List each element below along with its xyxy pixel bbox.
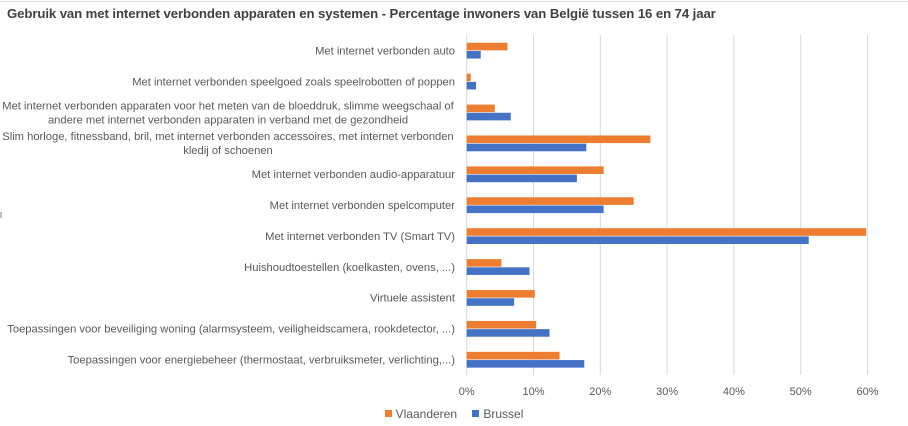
chart-top-border	[0, 1, 908, 2]
x-tick-label: 0%	[459, 386, 475, 398]
bar-vlaanderen[interactable]	[466, 166, 604, 174]
x-tick-label: 50%	[790, 386, 812, 398]
bar-vlaanderen[interactable]	[466, 197, 634, 205]
legend-swatch-brussel	[472, 410, 480, 417]
x-tick-label: 60%	[856, 386, 878, 398]
category-label: Met internet verbonden TV (Smart TV)	[265, 231, 455, 243]
category-label: Huishoudtoestellen (koelkasten, ovens, .…	[244, 262, 455, 274]
x-tick-label: 40%	[723, 386, 745, 398]
bar-vlaanderen[interactable]	[466, 104, 495, 113]
bar-vlaanderen[interactable]	[466, 351, 560, 360]
category-label: Met internet verbonden speelgoed zoals s…	[132, 76, 455, 88]
category-label: Virtuele assistent	[370, 293, 456, 305]
bars	[466, 42, 867, 368]
bar-vlaanderen[interactable]	[466, 73, 471, 82]
bar-brussel[interactable]	[466, 143, 587, 152]
bar-vlaanderen[interactable]	[466, 42, 508, 51]
resize-handle[interactable]	[0, 212, 2, 218]
legend-label-vlaanderen: Vlaanderen	[395, 406, 458, 421]
bar-brussel[interactable]	[466, 329, 550, 337]
bar-vlaanderen[interactable]	[466, 320, 537, 329]
bar-brussel[interactable]	[466, 205, 604, 214]
gridlines	[466, 35, 868, 375]
legend-item-brussel[interactable]: Brussel	[472, 407, 523, 421]
bar-brussel[interactable]	[466, 174, 577, 183]
legend-label-brussel: Brussel	[483, 406, 524, 421]
bar-brussel[interactable]	[466, 50, 481, 59]
bar-brussel[interactable]	[466, 236, 809, 245]
legend: Vlaanderen Brussel	[0, 406, 908, 421]
category-label: Met internet verbonden apparaten voor he…	[2, 100, 454, 112]
x-tick-label: 10%	[522, 386, 544, 398]
category-label: Slim horloge, fitnessband, bril, met int…	[2, 131, 453, 143]
category-label: andere met internet verbonden apparaten …	[48, 114, 408, 126]
x-tick-labels: 0% 10% 20% 30% 40% 50% 60%	[459, 386, 879, 398]
category-label: Met internet verbonden spelcomputer	[270, 200, 456, 212]
category-label: Met internet verbonden auto	[315, 45, 455, 57]
bar-brussel[interactable]	[466, 267, 530, 275]
x-tick-label: 30%	[656, 386, 678, 398]
legend-swatch-vlaanderen	[384, 410, 392, 417]
x-tick-label: 20%	[589, 386, 611, 398]
bar-brussel[interactable]	[466, 81, 477, 90]
category-labels: Met internet verbonden auto Met internet …	[2, 45, 456, 366]
bar-brussel[interactable]	[466, 360, 585, 368]
bar-brussel[interactable]	[466, 112, 511, 121]
bar-vlaanderen[interactable]	[466, 259, 502, 267]
bar-vlaanderen[interactable]	[466, 135, 651, 144]
bar-brussel[interactable]	[466, 298, 515, 306]
category-label: Met internet verbonden audio-apparatuur	[252, 169, 456, 181]
chart-title: Gebruik van met internet verbonden appar…	[7, 6, 716, 21]
category-label: Toepassingen voor energiebeheer (thermos…	[68, 355, 456, 367]
bar-vlaanderen[interactable]	[466, 228, 867, 236]
category-label: kledij of schoenen	[183, 145, 273, 157]
category-label: Toepassingen voor beveiliging woning (al…	[7, 324, 455, 336]
legend-item-vlaanderen[interactable]: Vlaanderen	[384, 406, 458, 421]
bar-vlaanderen[interactable]	[466, 290, 535, 298]
